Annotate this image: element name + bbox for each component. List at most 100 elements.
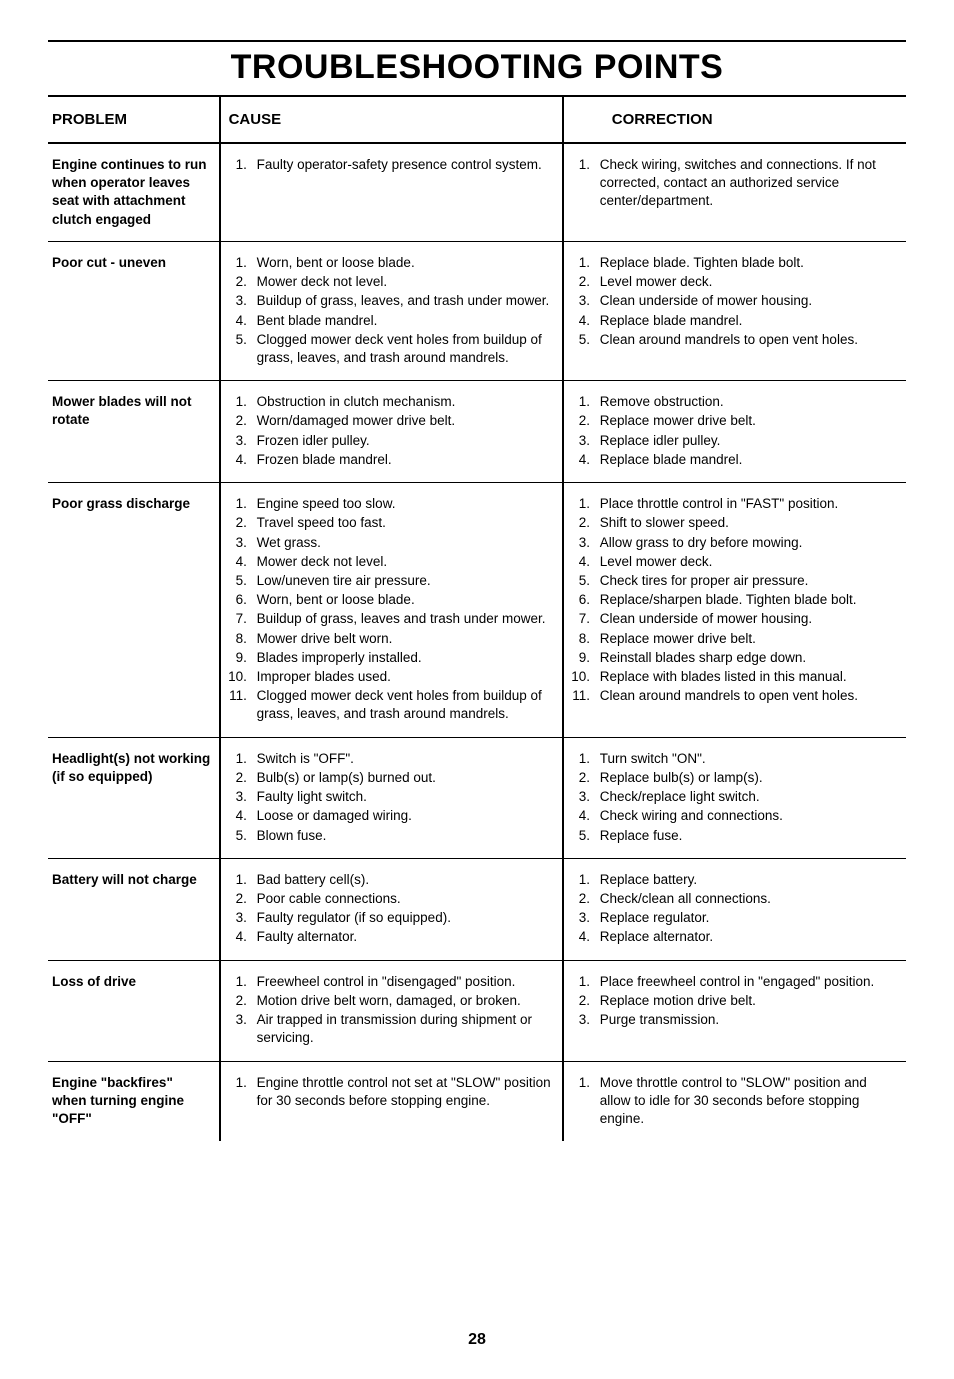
- list-item: Replace regulator.: [594, 909, 898, 927]
- list-item: Clean underside of mower housing.: [594, 292, 898, 310]
- correction-cell: Check wiring, switches and connections. …: [563, 143, 906, 241]
- list-item: Blades improperly installed.: [251, 649, 554, 667]
- problem-cell: Mower blades will not rotate: [48, 381, 220, 483]
- list-item: Engine speed too slow.: [251, 495, 554, 513]
- cause-cell: Switch is "OFF".Bulb(s) or lamp(s) burne…: [220, 737, 563, 858]
- list-item: Worn, bent or loose blade.: [251, 591, 554, 609]
- list-item: Shift to slower speed.: [594, 514, 898, 532]
- list-item: Engine throttle control not set at "SLOW…: [251, 1074, 554, 1110]
- table-row: Mower blades will not rotateObstruction …: [48, 381, 906, 483]
- list-item: Buildup of grass, leaves, and trash unde…: [251, 292, 554, 310]
- list-item: Move throttle control to "SLOW" position…: [594, 1074, 898, 1129]
- list-item: Check/clean all connections.: [594, 890, 898, 908]
- correction-list: Remove obstruction.Replace mower drive b…: [568, 393, 898, 469]
- list-item: Faulty light switch.: [251, 788, 554, 806]
- cause-cell: Engine speed too slow.Travel speed too f…: [220, 483, 563, 738]
- list-item: Clean around mandrels to open vent holes…: [594, 687, 898, 705]
- list-item: Frozen blade mandrel.: [251, 451, 554, 469]
- list-item: Replace mower drive belt.: [594, 412, 898, 430]
- list-item: Improper blades used.: [251, 668, 554, 686]
- col-header-correction: CORRECTION: [563, 97, 906, 143]
- list-item: Replace alternator.: [594, 928, 898, 946]
- correction-list: Replace battery.Check/clean all connecti…: [568, 871, 898, 947]
- problem-cell: Poor cut - uneven: [48, 241, 220, 380]
- correction-cell: Remove obstruction.Replace mower drive b…: [563, 381, 906, 483]
- problem-cell: Engine continues to run when operator le…: [48, 143, 220, 241]
- list-item: Replace mower drive belt.: [594, 630, 898, 648]
- cause-list: Engine throttle control not set at "SLOW…: [225, 1074, 554, 1110]
- problem-cell: Engine "backfires" when turning engine "…: [48, 1061, 220, 1141]
- cause-list: Obstruction in clutch mechanism.Worn/dam…: [225, 393, 554, 469]
- cause-cell: Obstruction in clutch mechanism.Worn/dam…: [220, 381, 563, 483]
- list-item: Replace blade mandrel.: [594, 312, 898, 330]
- list-item: Clean underside of mower housing.: [594, 610, 898, 628]
- list-item: Clean around mandrels to open vent holes…: [594, 331, 898, 349]
- page-title: TROUBLESHOOTING POINTS: [48, 48, 906, 87]
- col-header-cause: CAUSE: [220, 97, 563, 143]
- list-item: Frozen idler pulley.: [251, 432, 554, 450]
- problem-cell: Headlight(s) not working (if so equipped…: [48, 737, 220, 858]
- list-item: Buildup of grass, leaves and trash under…: [251, 610, 554, 628]
- list-item: Wet grass.: [251, 534, 554, 552]
- list-item: Mower drive belt worn.: [251, 630, 554, 648]
- list-item: Switch is "OFF".: [251, 750, 554, 768]
- list-item: Purge transmission.: [594, 1011, 898, 1029]
- top-rule: [48, 40, 906, 42]
- troubleshooting-table: PROBLEM CAUSE CORRECTION Engine continue…: [48, 97, 906, 1141]
- cause-cell: Engine throttle control not set at "SLOW…: [220, 1061, 563, 1141]
- problem-cell: Battery will not charge: [48, 858, 220, 960]
- cause-cell: Faulty operator-safety presence control …: [220, 143, 563, 241]
- list-item: Worn/damaged mower drive belt.: [251, 412, 554, 430]
- table-row: Engine continues to run when operator le…: [48, 143, 906, 241]
- table-row: Headlight(s) not working (if so equipped…: [48, 737, 906, 858]
- problem-cell: Poor grass discharge: [48, 483, 220, 738]
- list-item: Faulty alternator.: [251, 928, 554, 946]
- cause-list: Worn, bent or loose blade.Mower deck not…: [225, 254, 554, 367]
- list-item: Allow grass to dry before mowing.: [594, 534, 898, 552]
- list-item: Replace battery.: [594, 871, 898, 889]
- list-item: Worn, bent or loose blade.: [251, 254, 554, 272]
- cause-list: Bad battery cell(s).Poor cable connectio…: [225, 871, 554, 947]
- cause-list: Faulty operator-safety presence control …: [225, 156, 554, 174]
- list-item: Motion drive belt worn, damaged, or brok…: [251, 992, 554, 1010]
- correction-cell: Turn switch "ON".Replace bulb(s) or lamp…: [563, 737, 906, 858]
- list-item: Replace motion drive belt.: [594, 992, 898, 1010]
- table-row: Poor grass dischargeEngine speed too slo…: [48, 483, 906, 738]
- list-item: Check/replace light switch.: [594, 788, 898, 806]
- correction-cell: Place throttle control in "FAST" positio…: [563, 483, 906, 738]
- list-item: Replace bulb(s) or lamp(s).: [594, 769, 898, 787]
- list-item: Place throttle control in "FAST" positio…: [594, 495, 898, 513]
- cause-list: Freewheel control in "disengaged" positi…: [225, 973, 554, 1048]
- list-item: Bulb(s) or lamp(s) burned out.: [251, 769, 554, 787]
- list-item: Remove obstruction.: [594, 393, 898, 411]
- list-item: Reinstall blades sharp edge down.: [594, 649, 898, 667]
- list-item: Replace with blades listed in this manua…: [594, 668, 898, 686]
- page-number: 28: [48, 1331, 906, 1349]
- list-item: Blown fuse.: [251, 827, 554, 845]
- list-item: Bent blade mandrel.: [251, 312, 554, 330]
- list-item: Place freewheel control in "engaged" pos…: [594, 973, 898, 991]
- list-item: Check wiring and connections.: [594, 807, 898, 825]
- list-item: Level mower deck.: [594, 553, 898, 571]
- list-item: Turn switch "ON".: [594, 750, 898, 768]
- cause-list: Engine speed too slow.Travel speed too f…: [225, 495, 554, 724]
- correction-list: Replace blade. Tighten blade bolt.Level …: [568, 254, 898, 349]
- list-item: Replace idler pulley.: [594, 432, 898, 450]
- list-item: Travel speed too fast.: [251, 514, 554, 532]
- correction-list: Place throttle control in "FAST" positio…: [568, 495, 898, 705]
- list-item: Replace/sharpen blade. Tighten blade bol…: [594, 591, 898, 609]
- cause-cell: Freewheel control in "disengaged" positi…: [220, 960, 563, 1061]
- cause-cell: Bad battery cell(s).Poor cable connectio…: [220, 858, 563, 960]
- table-row: Battery will not chargeBad battery cell(…: [48, 858, 906, 960]
- cause-list: Switch is "OFF".Bulb(s) or lamp(s) burne…: [225, 750, 554, 845]
- list-item: Check wiring, switches and connections. …: [594, 156, 898, 211]
- cause-cell: Worn, bent or loose blade.Mower deck not…: [220, 241, 563, 380]
- correction-cell: Move throttle control to "SLOW" position…: [563, 1061, 906, 1141]
- table-row: Poor cut - unevenWorn, bent or loose bla…: [48, 241, 906, 380]
- table-row: Engine "backfires" when turning engine "…: [48, 1061, 906, 1141]
- list-item: Mower deck not level.: [251, 273, 554, 291]
- correction-list: Place freewheel control in "engaged" pos…: [568, 973, 898, 1030]
- table-row: Loss of driveFreewheel control in "disen…: [48, 960, 906, 1061]
- list-item: Low/uneven tire air pressure.: [251, 572, 554, 590]
- correction-cell: Replace battery.Check/clean all connecti…: [563, 858, 906, 960]
